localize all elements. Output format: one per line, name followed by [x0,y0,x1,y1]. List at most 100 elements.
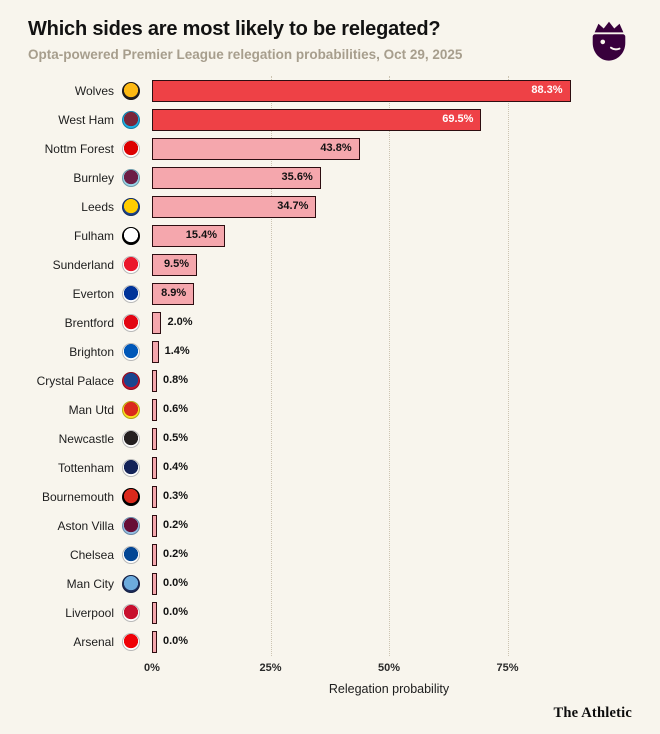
bar-value-label: 0.4% [163,461,189,473]
relegation-bar-chart: Wolves 88.3% West Ham 69.5% Nottm Forest 43.8… [28,76,632,696]
team-name-label: Nottm Forest [44,141,114,156]
team-row: Liverpool 0.0% [28,598,632,627]
team-row: Bournemouth 0.3% [28,482,632,511]
team-name-label: Brighton [69,344,114,359]
bar-track: 0.8% [152,369,626,392]
team-crest-icon [122,168,140,187]
bar-track: 43.8% [152,137,626,160]
gridline [507,76,509,656]
team-row: Leeds 34.7% [28,192,632,221]
chart-rows: Wolves 88.3% West Ham 69.5% Nottm Forest 43.8… [28,76,632,656]
team-row: Man City 0.0% [28,569,632,598]
x-tick-label: 75% [496,662,519,674]
probability-bar [152,543,157,566]
probability-bar [152,398,157,421]
team-name-label: Burnley [73,170,114,185]
x-tick-label: 25% [259,662,282,674]
team-row: West Ham 69.5% [28,105,632,134]
page-subtitle: Opta-powered Premier League relegation p… [28,47,463,62]
bar-value-label: 8.9% [161,287,187,299]
team-row: Brentford 2.0% [28,308,632,337]
team-name-label: Man Utd [68,402,114,417]
team-row: Brighton 1.4% [28,337,632,366]
team-name-label: Brentford [64,315,114,330]
bar-track: 0.0% [152,630,626,653]
x-axis-title: Relegation probability [328,682,450,696]
probability-bar: 8.9% [152,282,195,305]
team-row: Burnley 35.6% [28,163,632,192]
team-crest-icon [122,197,140,216]
probability-bar: 35.6% [152,166,321,189]
probability-bar: 69.5% [152,108,482,131]
x-axis: 0% 25% 50% 75% [144,658,626,676]
team-crest-icon [122,516,140,535]
brand-wordmark: The Athletic [553,705,632,721]
probability-bar [152,630,157,653]
probability-bar [152,514,157,537]
team-crest-icon [122,429,140,448]
bar-value-label: 0.5% [163,432,189,444]
team-crest-icon [122,139,140,158]
team-name-label: Liverpool [65,605,114,620]
team-crest-icon [122,371,140,390]
team-name-label: Wolves [74,83,114,98]
bar-track: 8.9% [152,282,626,305]
bar-value-label: 0.0% [163,577,189,589]
bar-track: 0.0% [152,572,626,595]
bar-track: 15.4% [152,224,626,247]
page-title: Which sides are most likely to be relega… [28,18,441,40]
bar-track: 0.2% [152,543,626,566]
bar-track: 0.3% [152,485,626,508]
bar-track: 2.0% [152,311,626,334]
team-name-label: Bournemouth [41,489,114,504]
team-name-label: Everton [72,286,114,301]
team-name-label: Chelsea [69,547,114,562]
gridline [389,76,390,656]
x-tick-label: 50% [377,662,401,674]
bar-value-label: 69.5% [442,113,474,125]
bar-value-label: 34.7% [277,200,309,212]
probability-bar [152,572,157,595]
bar-value-label: 1.4% [164,345,190,357]
probability-bar [152,485,157,508]
team-row: Aston Villa 0.2% [28,511,632,540]
probability-bar: 88.3% [152,79,571,102]
team-row: Chelsea 0.2% [28,540,632,569]
bar-track: 9.5% [152,253,626,276]
bar-track: 88.3% [152,79,626,102]
team-name-label: Newcastle [58,431,114,446]
team-crest-icon [122,313,140,332]
probability-bar: 9.5% [152,253,198,276]
bar-value-label: 0.0% [163,635,189,647]
footer: The Athletic [553,705,632,722]
bar-value-label: 9.5% [163,258,190,270]
team-crest-icon [122,81,140,100]
team-row: Everton 8.9% [28,279,632,308]
bar-value-label: 0.2% [163,519,189,531]
team-row: Man Utd 0.6% [28,395,632,424]
team-name-label: Sunderland [52,257,114,272]
bar-value-label: 43.8% [320,142,352,154]
bar-value-label: 2.0% [167,316,193,328]
team-name-label: Crystal Palace [36,373,114,388]
team-crest-icon [122,545,140,564]
bar-value-label: 0.2% [163,548,189,560]
team-row: Sunderland 9.5% [28,250,632,279]
bar-track: 0.0% [152,601,626,624]
bar-track: 0.6% [152,398,626,421]
bar-value-label: 35.6% [281,171,313,183]
team-name-label: Aston Villa [57,518,114,533]
team-crest-icon [122,400,140,419]
bar-track: 34.7% [152,195,626,218]
probability-bar: 43.8% [152,137,360,160]
team-row: Tottenham 0.4% [28,453,632,482]
chart-body: Wolves 88.3% West Ham 69.5% Nottm Forest 43.8… [28,76,632,656]
team-crest-icon [122,110,140,129]
team-crest-icon [122,487,140,506]
team-name-label: Tottenham [57,460,114,475]
team-name-label: Leeds [81,199,114,214]
team-name-label: Man City [66,576,114,591]
team-crest-icon [122,574,140,593]
team-row: Arsenal 0.0% [28,627,632,656]
